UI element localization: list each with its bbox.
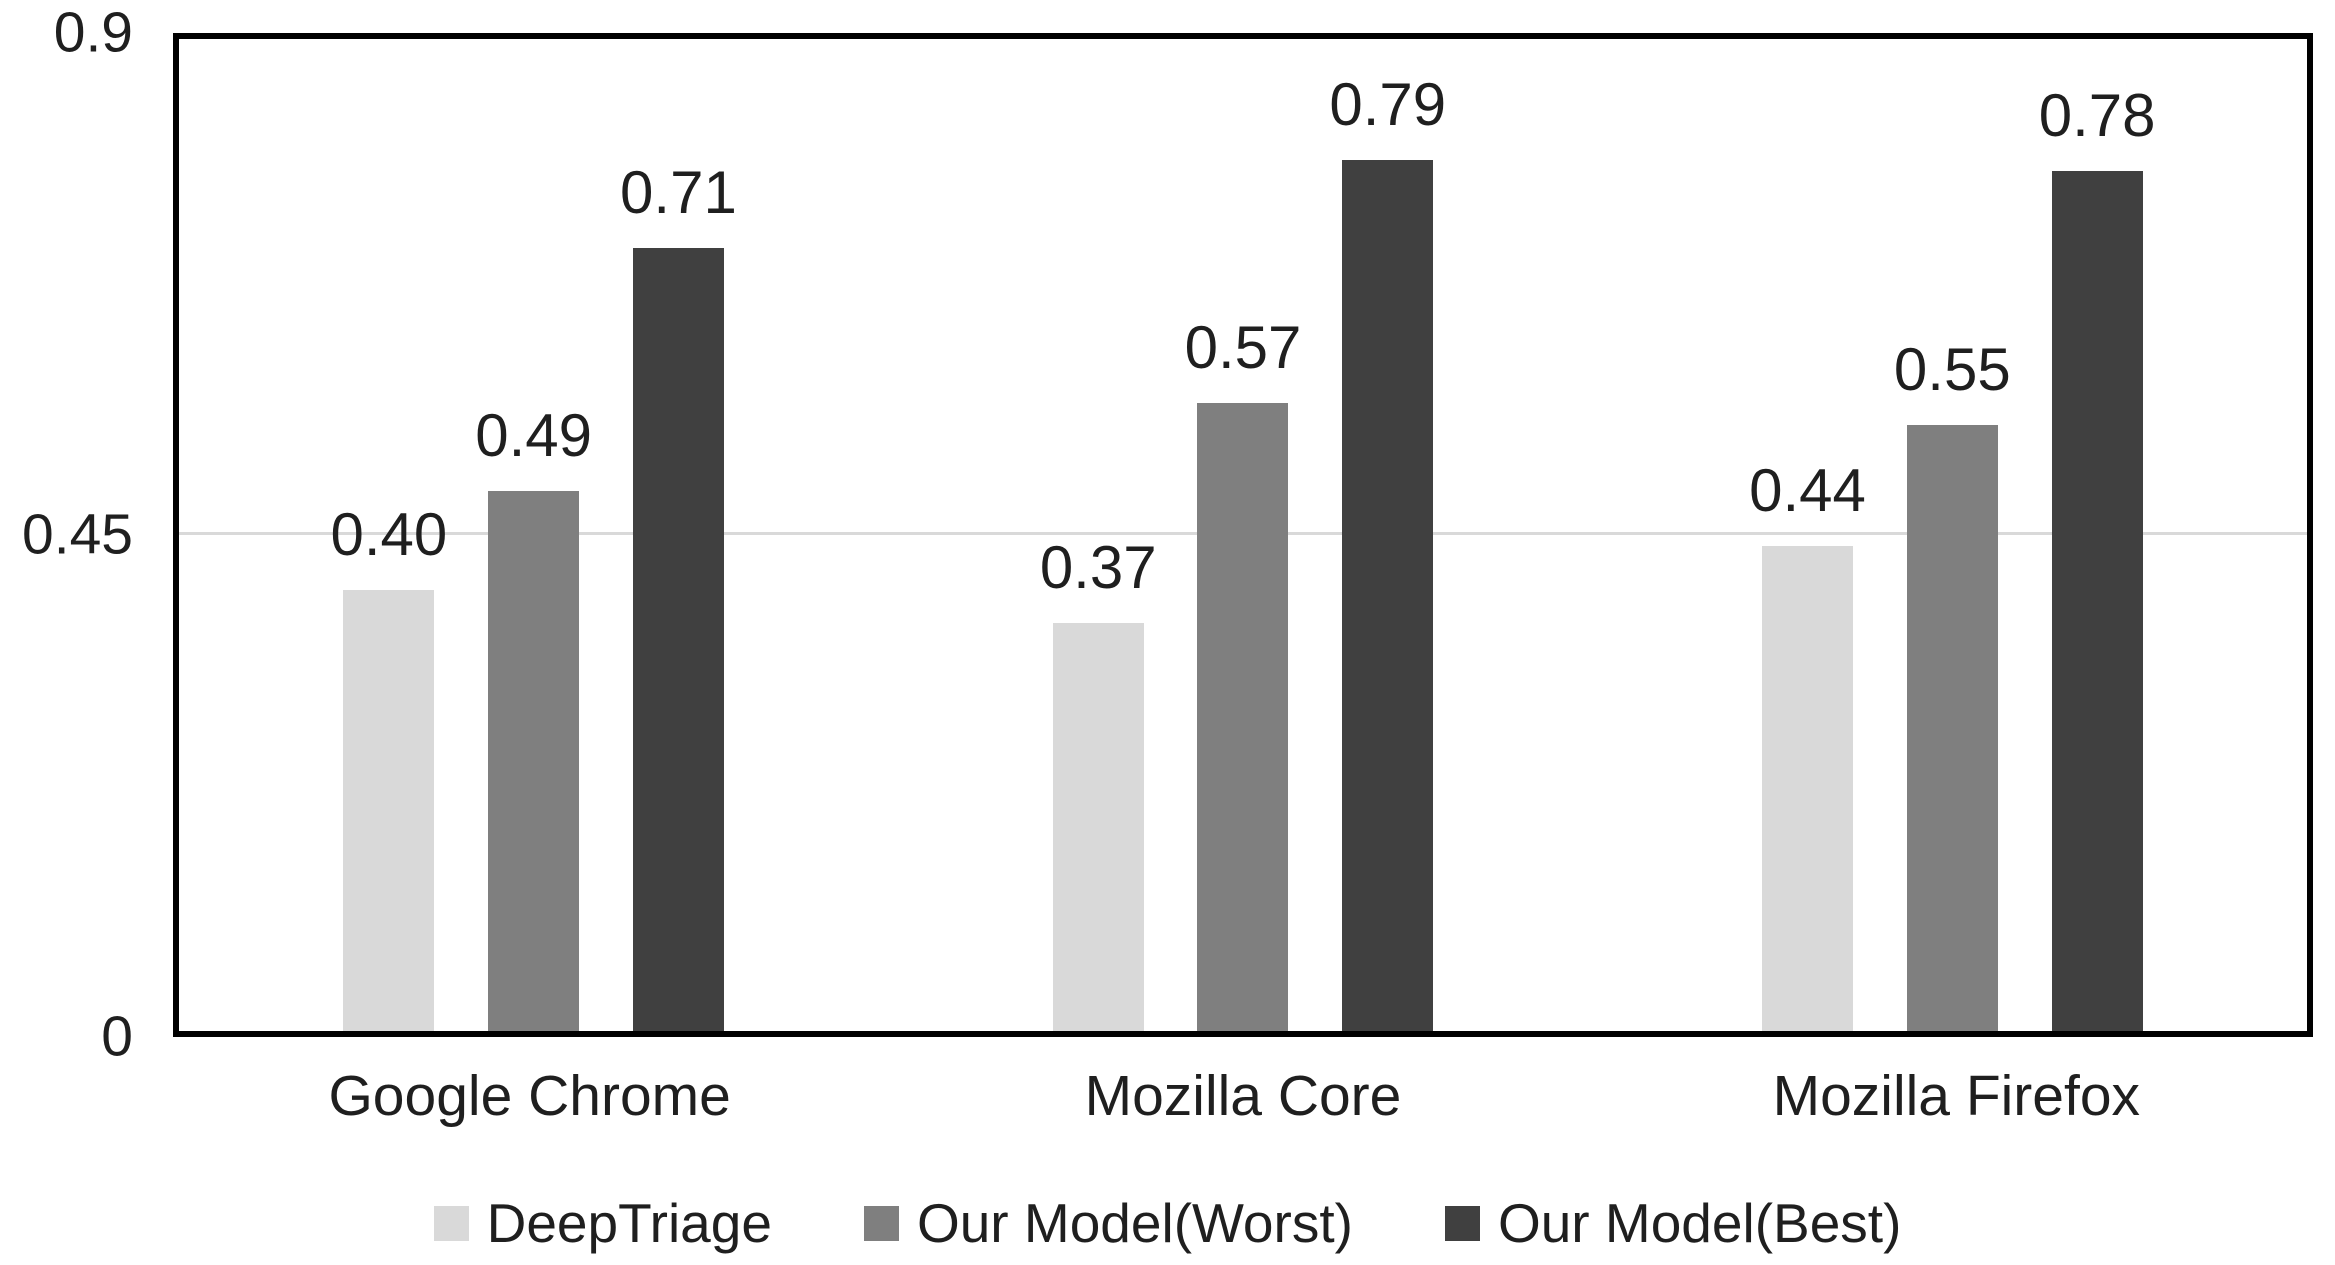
bar-wrap: 0.57 <box>1184 314 1302 1031</box>
plot-area: 0.40 0.49 0.71 0.37 0.57 0.79 0.44 0.55 0.78 <box>173 33 2313 1037</box>
x-axis: Google Chrome Mozilla Core Mozilla Firefox <box>173 1062 2313 1130</box>
legend-label: DeepTriage <box>486 1192 772 1254</box>
data-label: 0.71 <box>620 159 737 226</box>
legend-swatch-icon <box>433 1206 469 1241</box>
bar <box>343 590 435 1031</box>
bar-group: 0.40 0.49 0.71 <box>179 39 888 1031</box>
y-tick-label: 0.9 <box>53 0 133 65</box>
bar <box>1906 425 1998 1031</box>
bar-wrap: 0.49 <box>475 404 592 1031</box>
data-label: 0.40 <box>330 501 448 568</box>
legend-swatch-icon <box>1444 1206 1480 1241</box>
y-tick-label: 0 <box>101 1004 133 1069</box>
bar <box>1342 160 1434 1031</box>
bar-group: 0.44 0.55 0.78 <box>1598 39 2307 1031</box>
bar-row: 0.40 0.49 0.71 0.37 0.57 0.79 0.44 0.55 0.78 <box>179 39 2307 1031</box>
bar-group: 0.37 0.57 0.79 <box>888 39 1597 1031</box>
bar-wrap: 0.40 <box>330 503 447 1031</box>
bar-wrap: 0.79 <box>1329 73 1446 1031</box>
bar-wrap: 0.44 <box>1749 459 1866 1031</box>
category-label: Google Chrome <box>328 1064 731 1128</box>
bar <box>1762 546 1854 1031</box>
bar <box>488 491 580 1031</box>
bar <box>1052 623 1144 1031</box>
data-label: 0.37 <box>1039 534 1157 601</box>
data-label: 0.78 <box>2038 82 2156 149</box>
bar <box>1197 403 1289 1031</box>
legend-label: Our Model(Worst) <box>916 1192 1353 1254</box>
legend-label: Our Model(Best) <box>1497 1192 1902 1254</box>
bar-wrap: 0.37 <box>1040 536 1157 1031</box>
data-label: 0.57 <box>1184 314 1302 381</box>
bar <box>2051 171 2143 1031</box>
data-label: 0.44 <box>1749 457 1866 524</box>
bar-wrap: 0.78 <box>2038 82 2156 1031</box>
bar-wrap: 0.71 <box>620 161 737 1031</box>
legend: DeepTriage Our Model(Worst) Our Model(Best… <box>0 1196 2335 1251</box>
category-label: Mozilla Firefox <box>1772 1064 2141 1128</box>
bar-wrap: 0.55 <box>1894 338 2011 1031</box>
data-label: 0.49 <box>475 402 593 469</box>
legend-item: Our Model(Worst) <box>863 1192 1353 1254</box>
legend-swatch-icon <box>863 1206 899 1241</box>
legend-item: Our Model(Best) <box>1444 1192 1902 1254</box>
data-label: 0.55 <box>1893 336 2011 403</box>
y-tick-label: 0.45 <box>22 502 133 567</box>
bar <box>632 248 724 1031</box>
legend-item: DeepTriage <box>433 1192 772 1254</box>
data-label: 0.79 <box>1329 71 1447 138</box>
category-label: Mozilla Core <box>1084 1064 1402 1128</box>
